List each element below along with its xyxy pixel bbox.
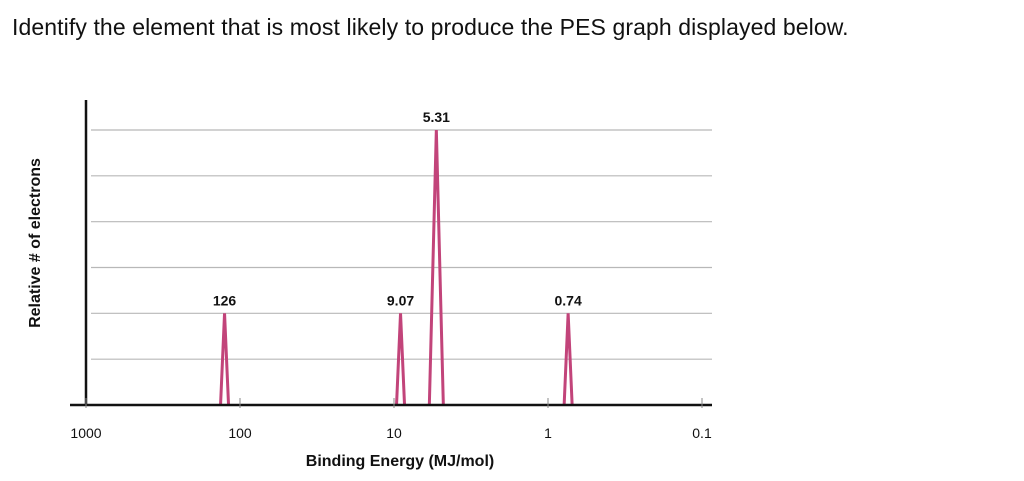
peaks bbox=[219, 129, 574, 406]
pes-peak bbox=[562, 313, 574, 406]
x-tick-label: 1000 bbox=[70, 425, 101, 441]
peak-labels: 126 9.07 5.31 0.74 bbox=[213, 109, 582, 308]
x-axis-title: Binding Energy (MJ/mol) bbox=[306, 453, 494, 470]
y-axis-title: Relative # of electrons bbox=[27, 158, 44, 328]
x-ticks: 1000 100 10 1 0.1 bbox=[70, 398, 712, 441]
pes-peak bbox=[219, 313, 231, 406]
x-tick-label: 100 bbox=[228, 425, 252, 441]
pes-peak bbox=[395, 313, 407, 406]
peak-label: 9.07 bbox=[387, 292, 414, 308]
peak-label: 0.74 bbox=[555, 292, 582, 308]
x-tick-label: 0.1 bbox=[692, 425, 712, 441]
x-tick-label: 10 bbox=[386, 425, 402, 441]
peak-label: 5.31 bbox=[423, 109, 450, 125]
pes-peak bbox=[427, 129, 445, 406]
peak-label: 126 bbox=[213, 292, 237, 308]
question-text: Identify the element that is most likely… bbox=[12, 14, 849, 40]
x-tick-label: 1 bbox=[544, 425, 552, 441]
